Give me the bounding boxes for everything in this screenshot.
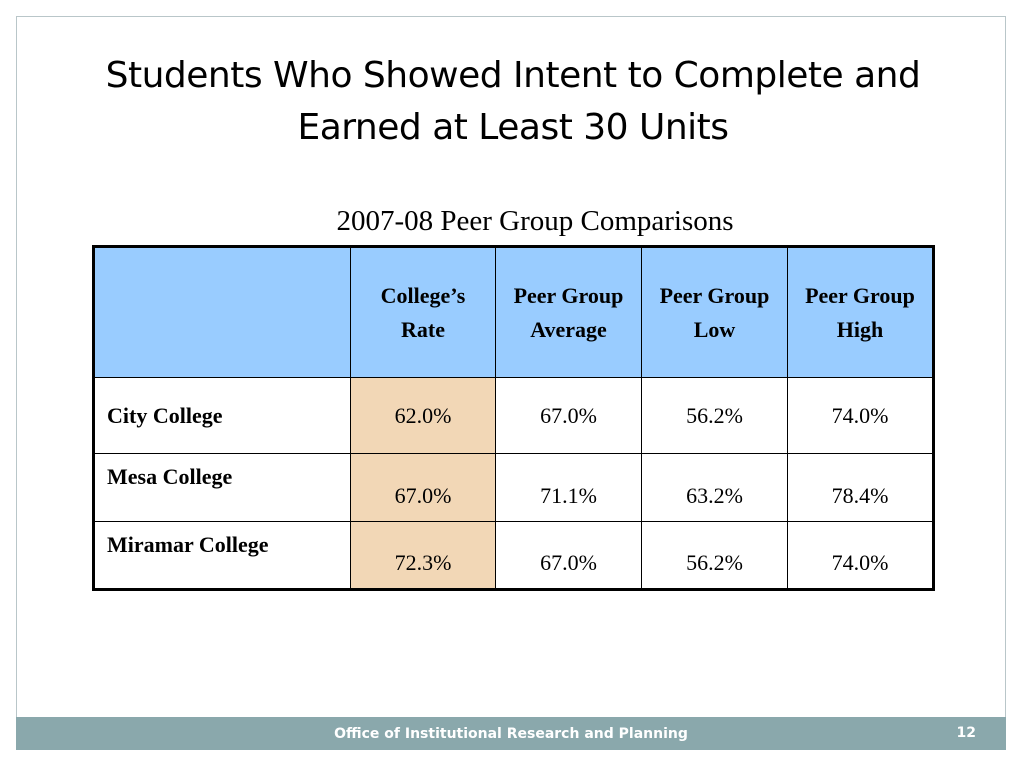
- table-caption: 2007-08 Peer Group Comparisons: [336, 205, 734, 237]
- peer-average: 67.0%: [495, 377, 642, 454]
- peer-comparison-table: College’s Rate Peer Group Average Peer G…: [92, 245, 935, 591]
- slide-footer: Office of Institutional Research and Pla…: [16, 717, 1006, 750]
- table-header-row: College’s Rate Peer Group Average Peer G…: [93, 246, 934, 378]
- college-rate: 72.3%: [350, 521, 496, 590]
- peer-low: 63.2%: [641, 453, 788, 522]
- header-peer-group-high: Peer Group High: [787, 246, 934, 378]
- table-row: City College 62.0% 67.0% 56.2% 74.0%: [93, 377, 934, 454]
- peer-high: 78.4%: [787, 453, 934, 522]
- header-peer-group-low: Peer Group Low: [641, 246, 788, 378]
- slide-title-line-2: Earned at Least 30 Units: [297, 107, 729, 148]
- college-name: City College: [93, 377, 351, 454]
- page-number: 12: [956, 725, 976, 741]
- college-name: Miramar College: [93, 521, 351, 590]
- table-row: Mesa College 67.0% 71.1% 63.2% 78.4%: [93, 453, 934, 522]
- header-colleges-rate: College’s Rate: [350, 246, 496, 378]
- footer-organization: Office of Institutional Research and Pla…: [334, 726, 688, 742]
- peer-low: 56.2%: [641, 521, 788, 590]
- table-row: Miramar College 72.3% 67.0% 56.2% 74.0%: [93, 521, 934, 590]
- college-rate: 62.0%: [350, 377, 496, 454]
- slide-title-line-1: Students Who Showed Intent to Complete a…: [105, 55, 921, 96]
- peer-high: 74.0%: [787, 377, 934, 454]
- slide-title: Students Who Showed Intent to Complete a…: [18, 50, 1008, 154]
- header-corner-cell: [93, 246, 351, 378]
- peer-high: 74.0%: [787, 521, 934, 590]
- peer-low: 56.2%: [641, 377, 788, 454]
- college-rate: 67.0%: [350, 453, 496, 522]
- college-name: Mesa College: [93, 453, 351, 522]
- peer-average: 67.0%: [495, 521, 642, 590]
- peer-average: 71.1%: [495, 453, 642, 522]
- header-peer-group-average: Peer Group Average: [495, 246, 642, 378]
